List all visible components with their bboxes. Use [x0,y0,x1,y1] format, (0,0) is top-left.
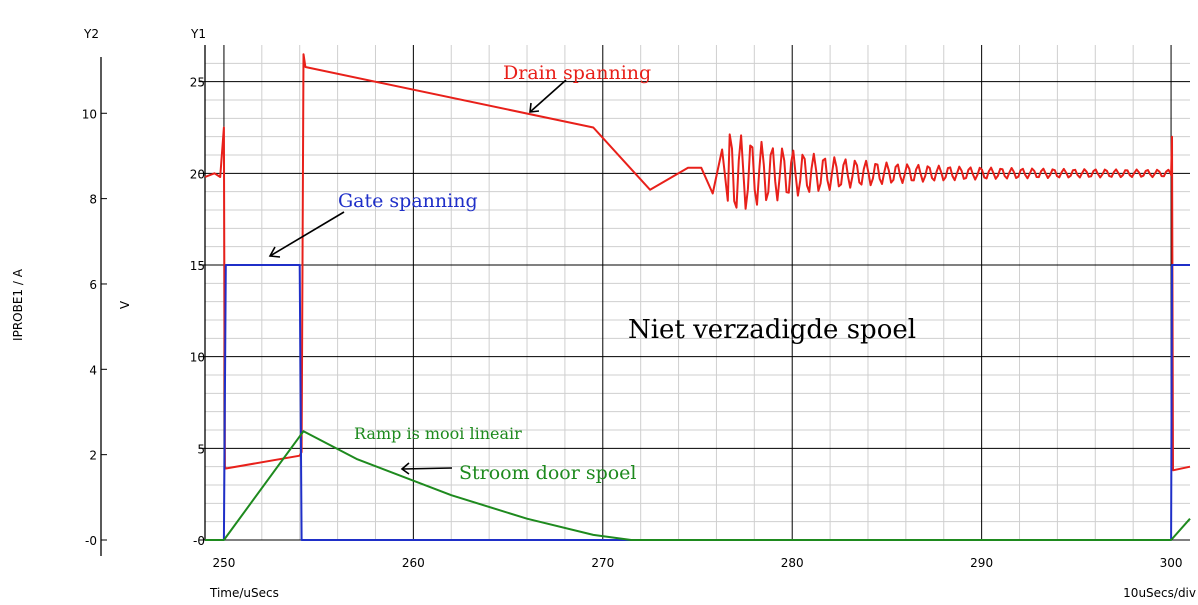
current-annotation: Stroom door spoel [459,462,637,484]
series-line-drain-spanning [204,53,1191,472]
gate-annotation: Gate spanning [338,190,478,212]
y2-axis-title: Y2 [83,27,99,41]
series-layer [204,53,1191,541]
y1-tick-label: 10 [190,351,205,365]
y2-tick-label: 2 [89,449,97,463]
current-arrowhead [400,462,410,475]
x-tick-label: 270 [591,556,614,570]
drain-arrowhead [529,102,540,113]
y2-tick-label: 8 [89,193,97,207]
y1-tick-label: 25 [190,76,205,90]
y2-unit-label: IPROBE1 / A [11,268,25,341]
ramp-annotation: Ramp is mooi lineair [354,424,522,443]
y2-tick-label: 10 [82,107,97,121]
drain-annotation: Drain spanning [503,62,651,84]
x-div-label: 10uSecs/div [1123,586,1196,600]
y1-unit-label: V [118,300,132,309]
series-line-stroom-door-spoel [205,430,1191,541]
x-tick-label: 290 [970,556,993,570]
y1-tick-label: 15 [190,259,205,273]
drain-arrow [529,79,567,113]
current-arrow [401,467,453,470]
x-tick-label: 250 [212,556,235,570]
x-axis-title: Time/uSecs [209,586,279,600]
tick-labels: 250 260 270 280 290 300 -0 5 10 15 20 25 -0 2 4 6 8 10 [82,76,1183,570]
gate-arrow [269,211,345,257]
x-tick-label: 260 [402,556,425,570]
x-tick-label: 280 [781,556,804,570]
y1-tick-label: 5 [197,442,205,456]
y2-tick-label: 6 [89,278,97,292]
y1-tick-label: -0 [193,534,205,548]
x-tick-label: 300 [1160,556,1183,570]
axes [100,45,206,556]
gate-arrowhead [268,246,281,258]
y1-tick-label: 20 [190,167,205,181]
y1-axis-title: Y1 [190,27,206,41]
y2-tick-label: -0 [85,534,97,548]
annotation-arrows [268,79,567,475]
chart-title: Niet verzadigde spoel [628,315,916,345]
y2-tick-label: 4 [89,363,97,377]
minor-grid [205,45,1190,540]
series-line-gate-spanning [205,264,1190,541]
